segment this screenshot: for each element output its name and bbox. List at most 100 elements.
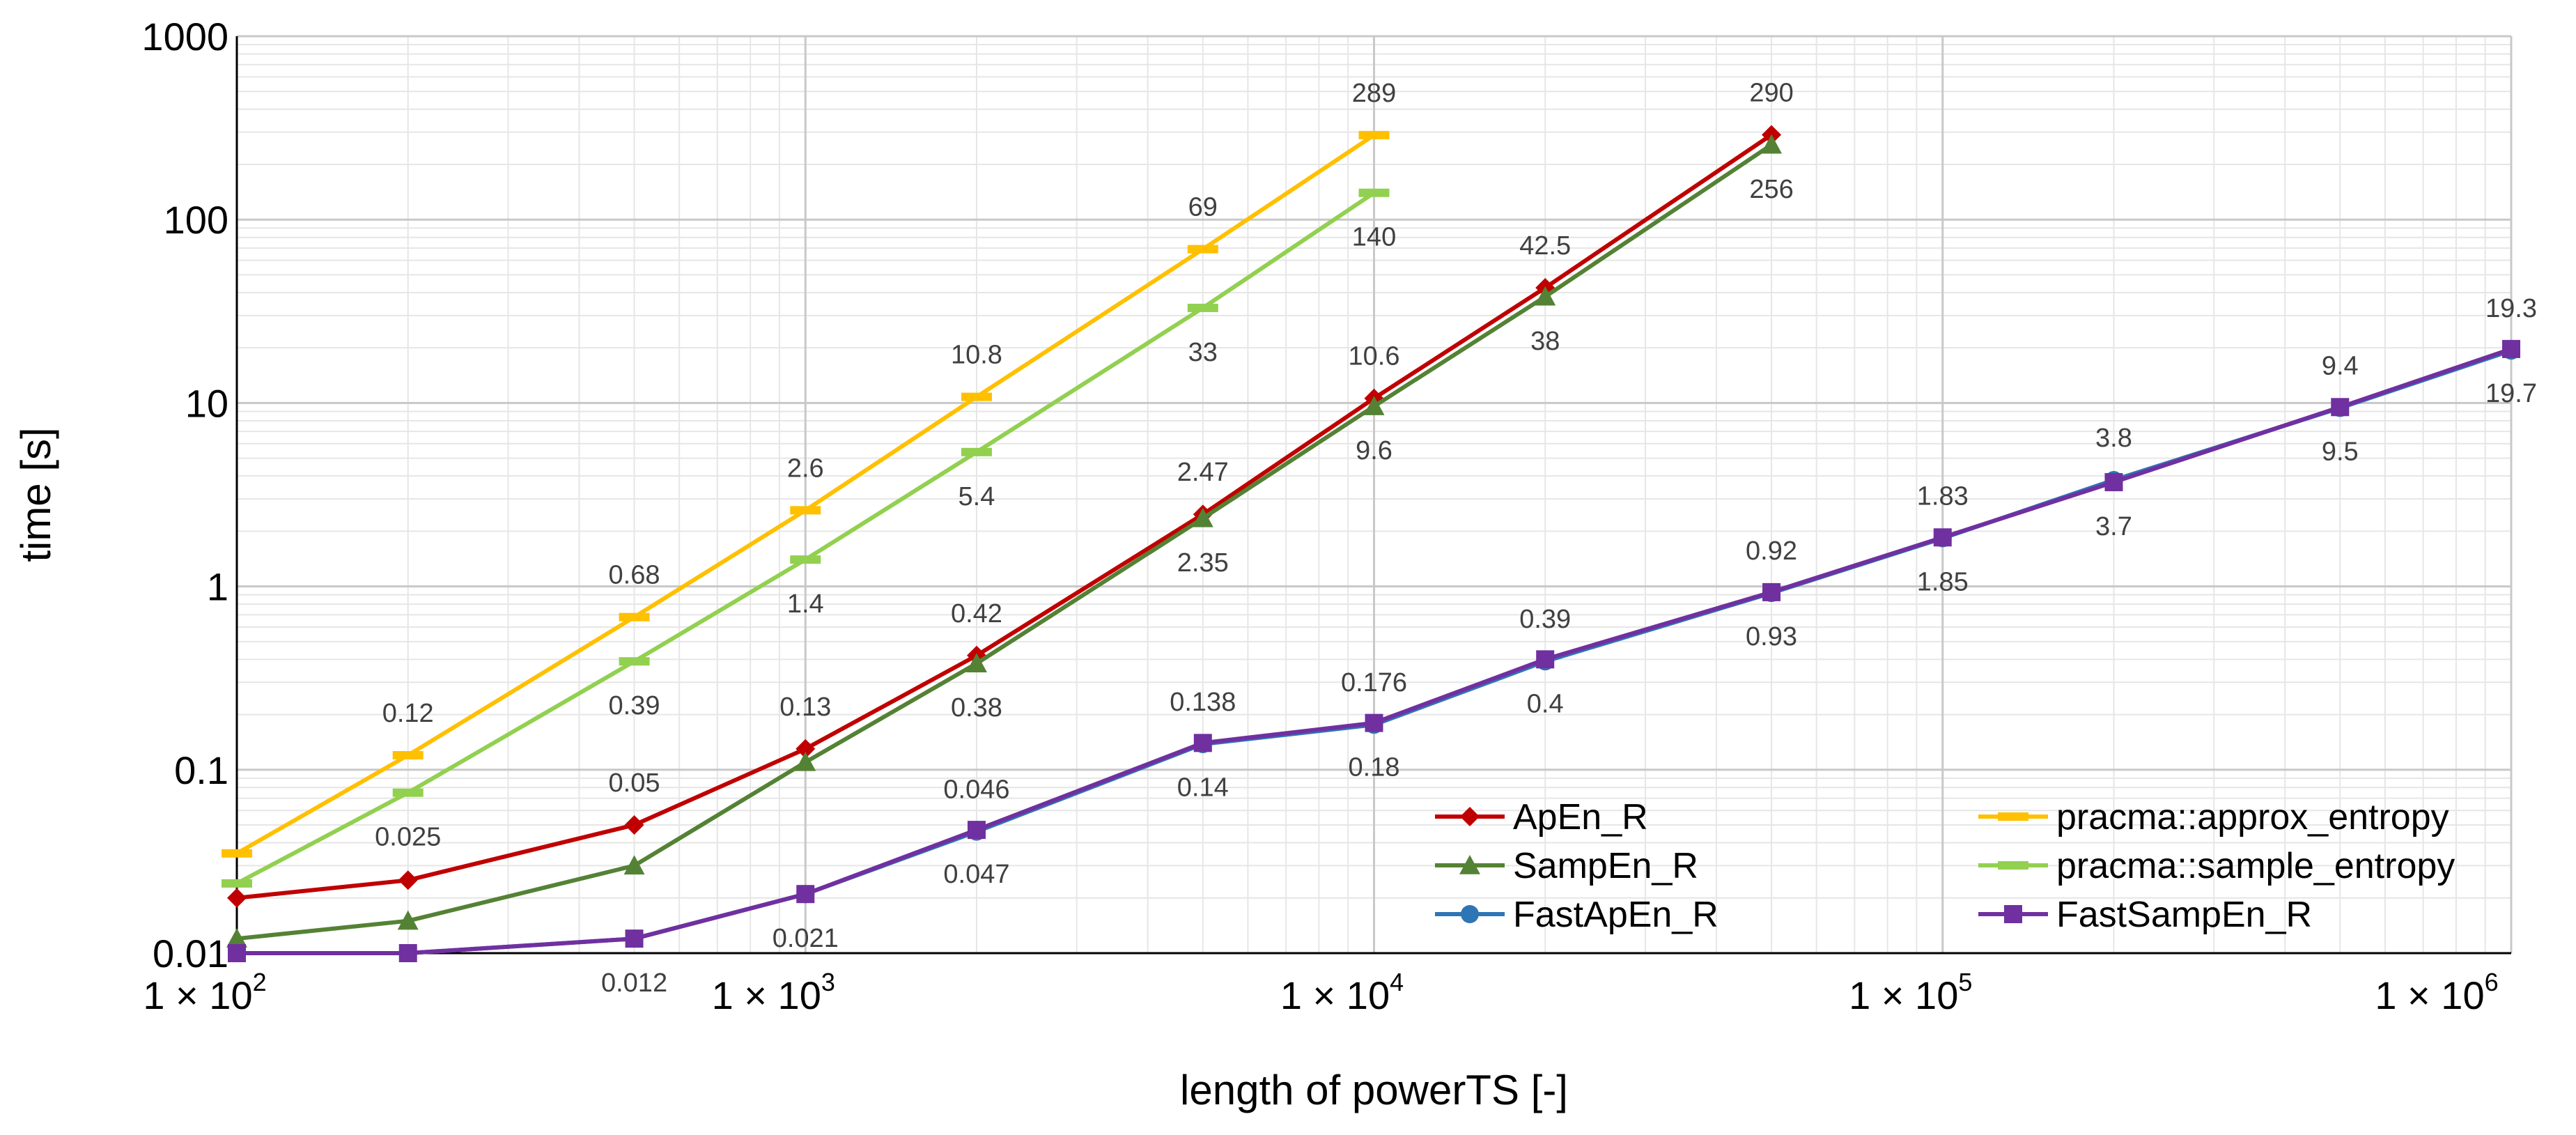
data-label: 0.012 xyxy=(601,968,667,998)
data-point xyxy=(619,612,650,621)
legend-item: pracma::approx_entropy xyxy=(1978,797,2449,837)
y-tick-label: 0.01 xyxy=(153,932,228,975)
data-point xyxy=(392,750,424,759)
data-label: 0.138 xyxy=(1170,688,1236,717)
data-point xyxy=(961,447,992,456)
legend-label: pracma::sample_entropy xyxy=(2056,846,2455,886)
data-label: 0.021 xyxy=(773,924,839,953)
data-point xyxy=(796,739,816,759)
data-point xyxy=(623,855,645,875)
data-label: 290 xyxy=(1749,78,1793,107)
data-point xyxy=(795,751,816,771)
legend-item: ApEn_R xyxy=(1435,797,1648,837)
data-label: 0.39 xyxy=(609,691,660,720)
x-tick-label: 1 × 104 xyxy=(1280,968,1404,1017)
data-label: 0.18 xyxy=(1349,753,1400,782)
x-tick-label: 1 × 103 xyxy=(712,968,835,1017)
data-point xyxy=(796,885,815,904)
data-point xyxy=(1536,650,1555,669)
data-point xyxy=(965,653,987,672)
legend-marker xyxy=(1461,905,1479,923)
data-label: 33 xyxy=(1188,338,1218,367)
data-point xyxy=(967,821,986,840)
y-tick-label: 0.1 xyxy=(174,748,228,792)
legend-marker xyxy=(1998,812,2028,821)
data-label: 1.83 xyxy=(1917,482,1969,511)
y-tick-label: 1 xyxy=(207,565,228,609)
data-label: 0.13 xyxy=(779,693,831,722)
data-label: 9.4 xyxy=(2322,351,2359,380)
data-point xyxy=(1365,713,1383,732)
data-label: 0.93 xyxy=(1746,622,1797,651)
legend-label: pracma::approx_entropy xyxy=(2056,797,2449,837)
data-label: 0.025 xyxy=(375,823,441,852)
data-point xyxy=(392,788,424,797)
data-labels: 289 69 10.8 2.6 0.68 0.12 140 33 5.4 1.4 0.39 0.025… xyxy=(375,78,2537,998)
x-tick-label: 1 × 102 xyxy=(143,968,266,1017)
data-label: 19.7 xyxy=(2485,379,2537,408)
data-label: 3.7 xyxy=(2095,512,2132,541)
legend-item: FastApEn_R xyxy=(1435,895,1718,935)
legend-label: SampEn_R xyxy=(1513,846,1698,886)
data-label: 2.35 xyxy=(1177,548,1229,578)
data-point xyxy=(398,944,417,962)
data-point xyxy=(624,815,644,835)
data-point xyxy=(226,928,247,948)
data-label: 0.39 xyxy=(1519,605,1571,634)
data-point xyxy=(1187,303,1218,312)
data-label: 42.5 xyxy=(1519,231,1571,261)
data-point xyxy=(1933,528,1952,547)
data-label: 289 xyxy=(1352,79,1396,108)
data-point xyxy=(398,870,418,890)
data-point xyxy=(397,910,419,930)
data-label: 9.5 xyxy=(2322,437,2359,466)
y-tick-label: 10 xyxy=(185,381,228,425)
data-point xyxy=(1358,130,1390,139)
data-point xyxy=(1358,188,1390,197)
data-point xyxy=(961,392,992,401)
data-label: 38 xyxy=(1530,327,1560,356)
data-label: 5.4 xyxy=(959,482,995,511)
data-point xyxy=(1535,286,1556,306)
legend-label: ApEn_R xyxy=(1513,797,1648,837)
x-tick-label: 1 × 106 xyxy=(2375,968,2498,1017)
data-label: 2.47 xyxy=(1177,458,1229,487)
data-label: 0.046 xyxy=(943,775,1009,805)
data-label: 10.6 xyxy=(1349,342,1400,371)
data-point xyxy=(1762,582,1781,601)
data-point xyxy=(2331,398,2350,417)
data-label: 0.38 xyxy=(951,693,1002,723)
grid xyxy=(235,35,2513,955)
legend-marker xyxy=(2004,905,2022,923)
data-point xyxy=(625,929,644,948)
data-label: 2.6 xyxy=(787,454,824,483)
data-point xyxy=(1363,396,1385,415)
x-axis-title: length of powerTS [-] xyxy=(1180,1067,1568,1113)
data-point xyxy=(619,657,650,666)
data-point xyxy=(228,944,246,962)
data-label: 1.4 xyxy=(787,589,824,619)
legend-item: SampEn_R xyxy=(1435,846,1698,886)
y-tick-label: 1000 xyxy=(141,15,228,59)
legend-item: FastSampEn_R xyxy=(1978,895,2312,935)
data-point xyxy=(222,849,252,858)
data-label: 0.14 xyxy=(1177,773,1229,802)
data-label: 0.42 xyxy=(951,599,1002,628)
data-label: 9.6 xyxy=(1356,436,1392,465)
data-point xyxy=(1187,245,1218,254)
data-point xyxy=(2502,339,2520,358)
data-label: 1.85 xyxy=(1917,567,1969,596)
legend-marker xyxy=(1460,807,1480,826)
data-label: 0.047 xyxy=(943,860,1009,889)
data-point xyxy=(222,879,252,888)
data-label: 19.3 xyxy=(2485,294,2537,323)
data-label: 3.8 xyxy=(2095,424,2132,453)
legend-label: FastSampEn_R xyxy=(2056,895,2312,935)
data-point xyxy=(1193,734,1212,752)
data-label: 0.68 xyxy=(609,561,660,590)
data-label: 256 xyxy=(1749,175,1793,204)
data-point xyxy=(790,555,821,564)
y-axis-title: time [s] xyxy=(13,427,59,562)
